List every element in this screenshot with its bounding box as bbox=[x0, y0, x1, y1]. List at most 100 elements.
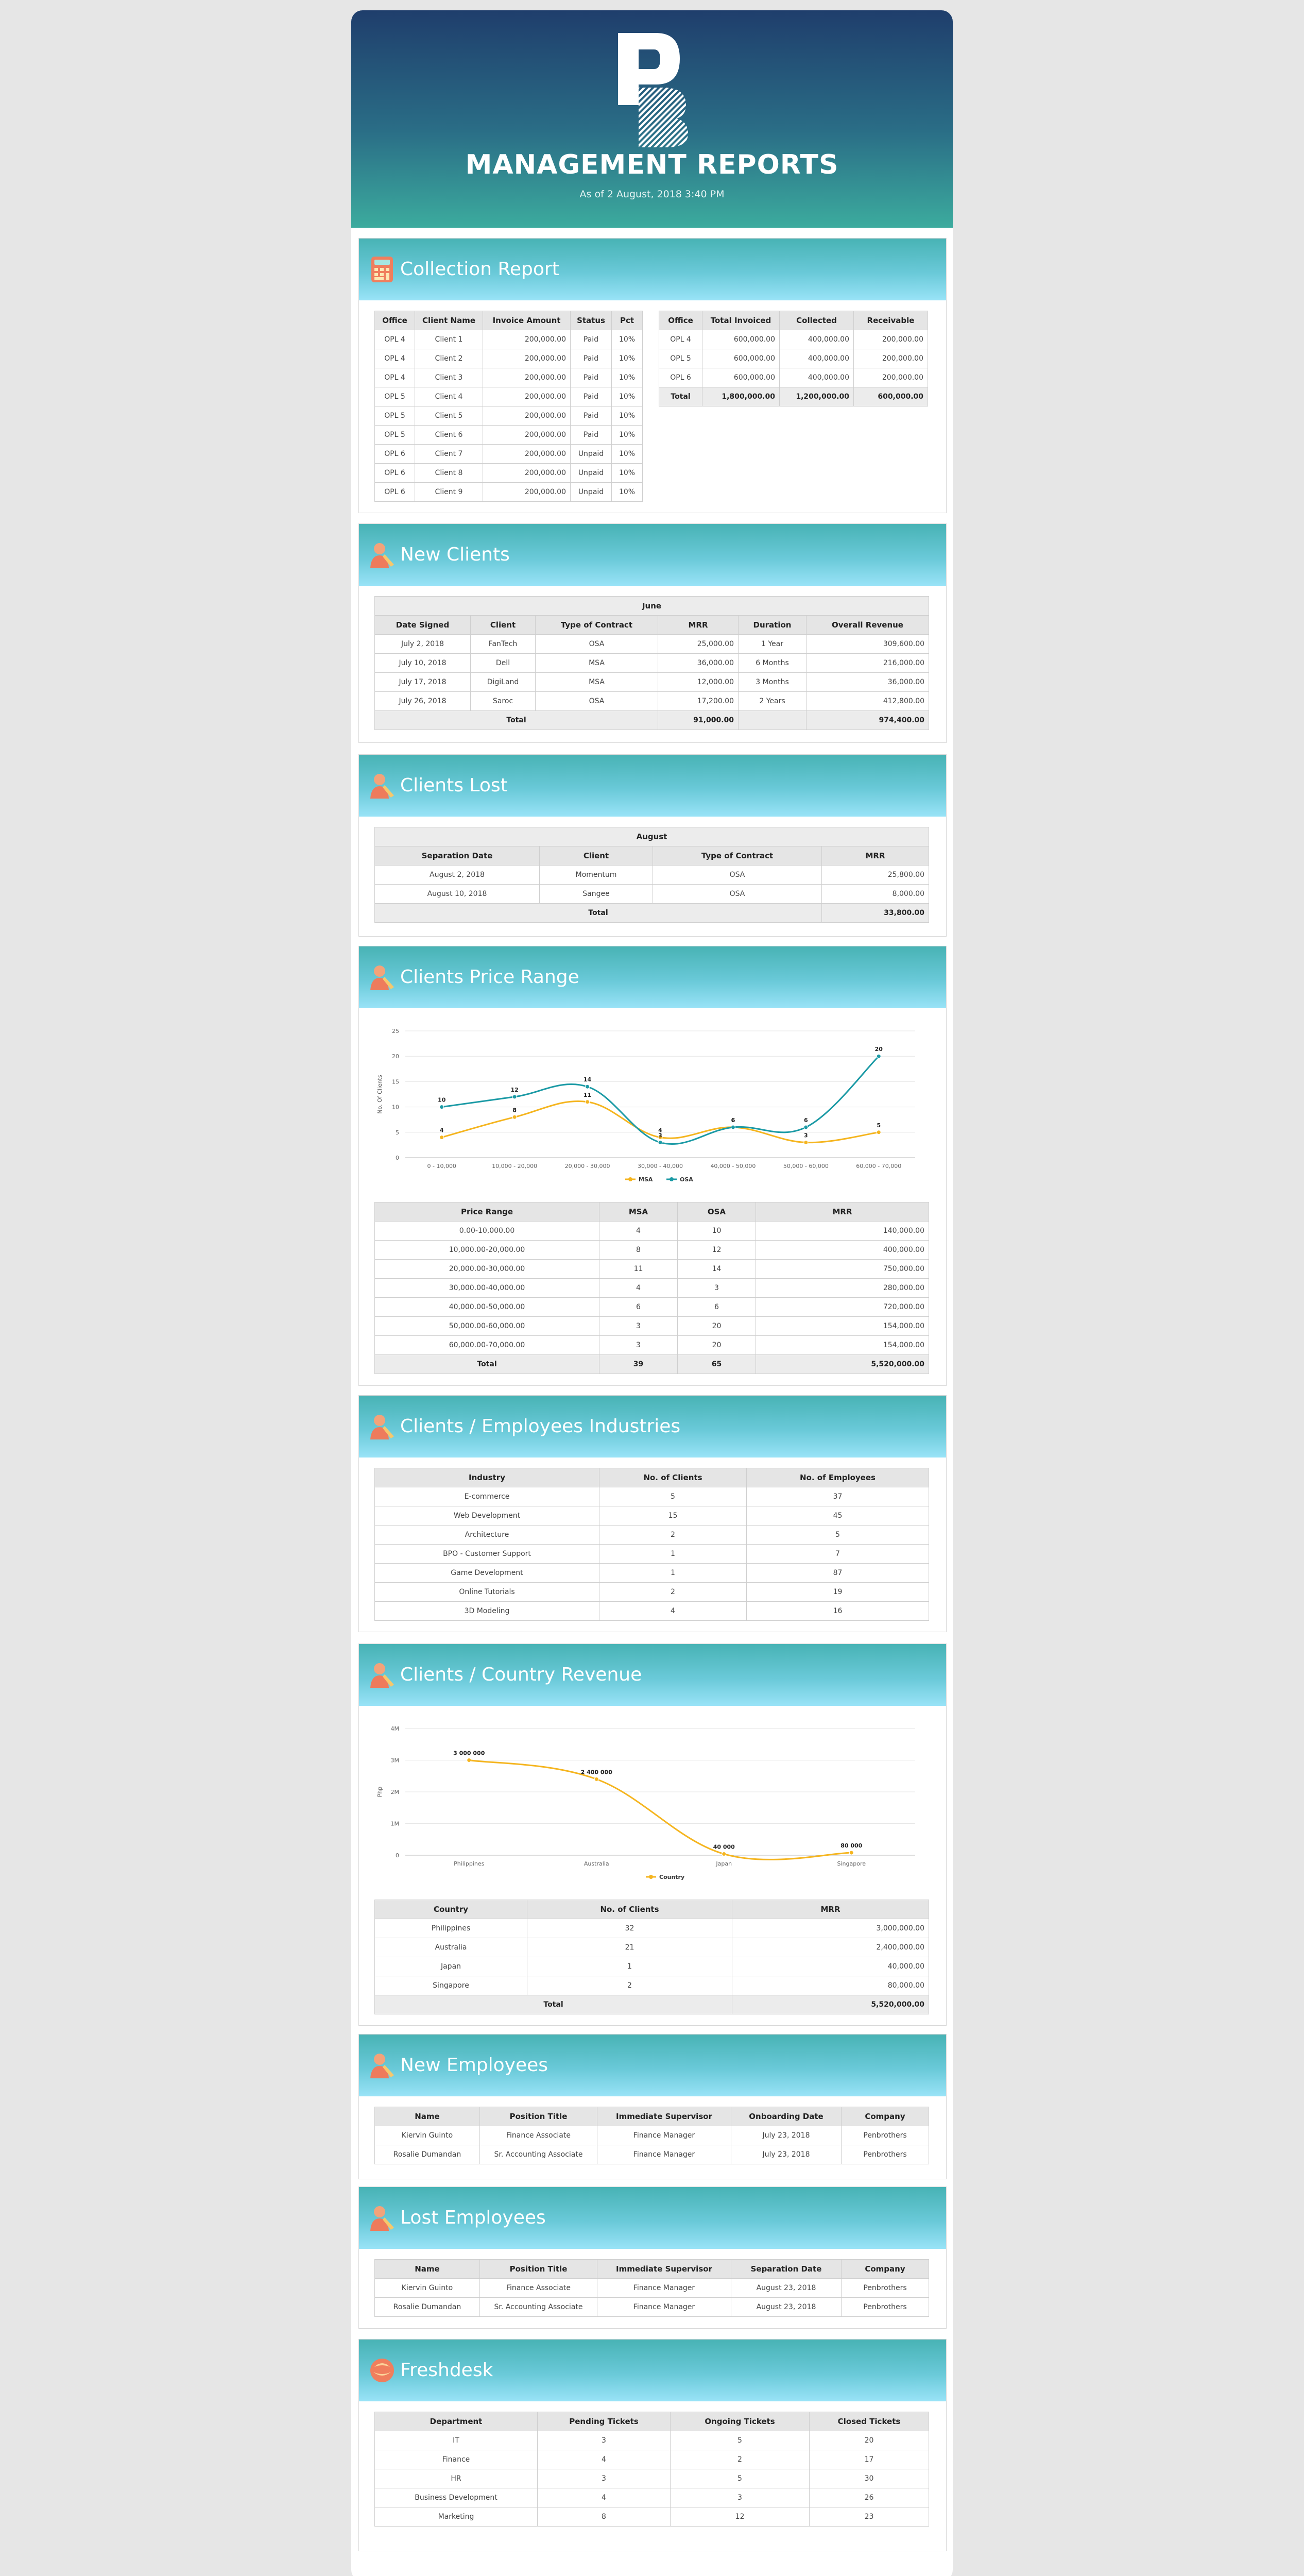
table-cell: 10% bbox=[611, 368, 643, 387]
table-row: IT 3 5 20 bbox=[374, 2431, 929, 2450]
table-cell: Penbrothers bbox=[841, 2126, 929, 2145]
table-cell: 1,800,000.00 bbox=[702, 387, 780, 406]
country-revenue-table: Country No. of Clients MRR Philippines 32… bbox=[374, 1900, 929, 2014]
legend-marker bbox=[649, 1875, 653, 1879]
table-row: OPL 4 Client 2 200,000.00 Paid 10% bbox=[374, 349, 643, 368]
table-cell: Finance Associate bbox=[479, 2126, 597, 2145]
section-title: Clients / Employees Industries bbox=[400, 1416, 681, 1437]
table-cell: 600,000.00 bbox=[702, 349, 780, 368]
series-line-country bbox=[469, 1759, 852, 1860]
y-tick-label: 0 bbox=[396, 1852, 399, 1859]
data-label: 3 000 000 bbox=[453, 1750, 485, 1757]
table-cell: 200,000.00 bbox=[483, 482, 571, 502]
collection-report-section: Collection Report Office Client Name Inv… bbox=[358, 238, 947, 513]
table-cell: Total bbox=[374, 710, 658, 730]
table-cell: 17,200.00 bbox=[658, 691, 739, 711]
data-point bbox=[585, 1099, 590, 1105]
price-range-table: Price Range MSA OSA MRR 0.00-10,000.00 4 1… bbox=[374, 1202, 929, 1374]
table-cell: July 26, 2018 bbox=[374, 691, 471, 711]
table-cell: Architecture bbox=[374, 1525, 599, 1545]
section-banner: Freshdesk bbox=[359, 2340, 946, 2401]
table-cell: 10% bbox=[611, 425, 643, 445]
table-cell: 2,400,000.00 bbox=[732, 1938, 929, 1957]
column-header: No. of Clients bbox=[527, 1900, 732, 1919]
column-header: Type of Contract bbox=[653, 846, 822, 866]
data-point bbox=[730, 1125, 735, 1130]
section-title: Collection Report bbox=[400, 259, 559, 280]
table-cell: 154,000.00 bbox=[756, 1316, 929, 1336]
table-cell: 200,000.00 bbox=[483, 463, 571, 483]
data-label: 14 bbox=[584, 1076, 592, 1083]
data-label: 40 000 bbox=[713, 1844, 735, 1851]
column-header: OSA bbox=[677, 1202, 756, 1222]
column-header: Industry bbox=[374, 1468, 599, 1487]
table-cell: 30 bbox=[809, 2469, 929, 2488]
column-header: MRR bbox=[658, 615, 739, 635]
report-timestamp: As of 2 August, 2018 3:40 PM bbox=[579, 189, 725, 200]
table-cell: Finance Manager bbox=[597, 2145, 731, 2164]
person-icon bbox=[370, 774, 394, 799]
data-point bbox=[876, 1054, 881, 1059]
table-row: July 26, 2018 Saroc OSA 17,200.00 2 Years 412… bbox=[374, 691, 930, 711]
data-point bbox=[439, 1135, 444, 1140]
section-banner: Collection Report bbox=[359, 239, 946, 300]
table-cell: Paid bbox=[570, 330, 612, 349]
person-icon bbox=[370, 2206, 394, 2231]
country-revenue-chart: 0 1M 2M 3M 4M Php Philippines Australia Japan Sin… bbox=[376, 1725, 915, 1880]
table-cell: 200,000.00 bbox=[853, 330, 928, 349]
column-header: No. of Employees bbox=[746, 1468, 929, 1487]
column-header: Office bbox=[659, 311, 702, 330]
table-cell: 400,000.00 bbox=[756, 1240, 929, 1260]
table-cell: 5 bbox=[670, 2469, 810, 2488]
table-cell bbox=[738, 710, 807, 730]
table-row: Finance 4 2 17 bbox=[374, 2450, 929, 2469]
table-cell: 6 bbox=[677, 1297, 756, 1317]
table-cell: Business Development bbox=[374, 2488, 538, 2507]
table-cell: 5,520,000.00 bbox=[732, 1995, 929, 2014]
table-cell: Kiervin Guinto bbox=[374, 2278, 480, 2298]
table-row: OPL 6 600,000.00 400,000.00 200,000.00 bbox=[659, 368, 928, 387]
table-cell: Paid bbox=[570, 425, 612, 445]
company-logo bbox=[618, 33, 688, 147]
table-cell: E-commerce bbox=[374, 1487, 599, 1506]
data-label: 3 bbox=[804, 1132, 808, 1139]
person-icon bbox=[370, 2054, 394, 2078]
table-cell: 412,800.00 bbox=[805, 691, 930, 711]
report-page: MANAGEMENT REPORTS As of 2 August, 2018 … bbox=[351, 10, 953, 2576]
table-row: 10,000.00-20,000.00 8 12 400,000.00 bbox=[374, 1240, 929, 1260]
table-cell: 5 bbox=[746, 1525, 929, 1545]
column-header: MRR bbox=[821, 846, 929, 866]
column-header: MRR bbox=[732, 1900, 929, 1919]
data-label: 3 bbox=[658, 1132, 662, 1139]
total-row: Total 91,000.00 974,400.00 bbox=[374, 710, 930, 730]
table-cell: Rosalie Dumandan bbox=[374, 2297, 480, 2317]
table-cell: OPL 5 bbox=[374, 425, 415, 445]
table-row: Marketing 8 12 23 bbox=[374, 2507, 929, 2527]
price-range-chart: 0 5 10 15 20 25 No. Of Clients 0 - 10,000 10,000… bbox=[376, 1028, 915, 1183]
table-row: OPL 5 600,000.00 400,000.00 200,000.00 bbox=[659, 349, 928, 368]
column-header: Collected bbox=[779, 311, 854, 330]
table-cell: 26 bbox=[809, 2488, 929, 2507]
table-cell: 60,000.00-70,000.00 bbox=[374, 1335, 599, 1355]
section-banner: Clients Lost bbox=[359, 755, 946, 817]
data-label: 10 bbox=[438, 1097, 446, 1104]
price-range-section: Clients Price Range 0 5 10 15 20 25 No. Of Cli… bbox=[358, 946, 947, 1386]
table-row: Online Tutorials 2 19 bbox=[374, 1582, 929, 1602]
data-label: 6 bbox=[731, 1117, 735, 1124]
total-row: Total 1,800,000.00 1,200,000.00 600,000.… bbox=[659, 387, 928, 406]
table-cell: Sr. Accounting Associate bbox=[479, 2145, 597, 2164]
y-axis-label: Php bbox=[376, 1787, 383, 1798]
table-cell: 3 bbox=[670, 2488, 810, 2507]
new-employees-table: Name Position Title Immediate Supervisor… bbox=[374, 2107, 929, 2164]
table-row: August 10, 2018 Sangee OSA 8,000.00 bbox=[374, 884, 929, 904]
table-cell: 200,000.00 bbox=[483, 444, 571, 464]
table-row: Singapore 2 80,000.00 bbox=[374, 1976, 929, 1995]
table-cell: Saroc bbox=[470, 691, 536, 711]
y-axis-label: No. Of Clients bbox=[376, 1075, 383, 1114]
table-cell: 200,000.00 bbox=[483, 330, 571, 349]
table-cell: Finance Associate bbox=[479, 2278, 597, 2298]
data-label: 11 bbox=[584, 1092, 591, 1098]
column-header: Date Signed bbox=[374, 615, 471, 635]
data-point bbox=[594, 1776, 599, 1782]
table-cell: 309,600.00 bbox=[805, 634, 930, 654]
